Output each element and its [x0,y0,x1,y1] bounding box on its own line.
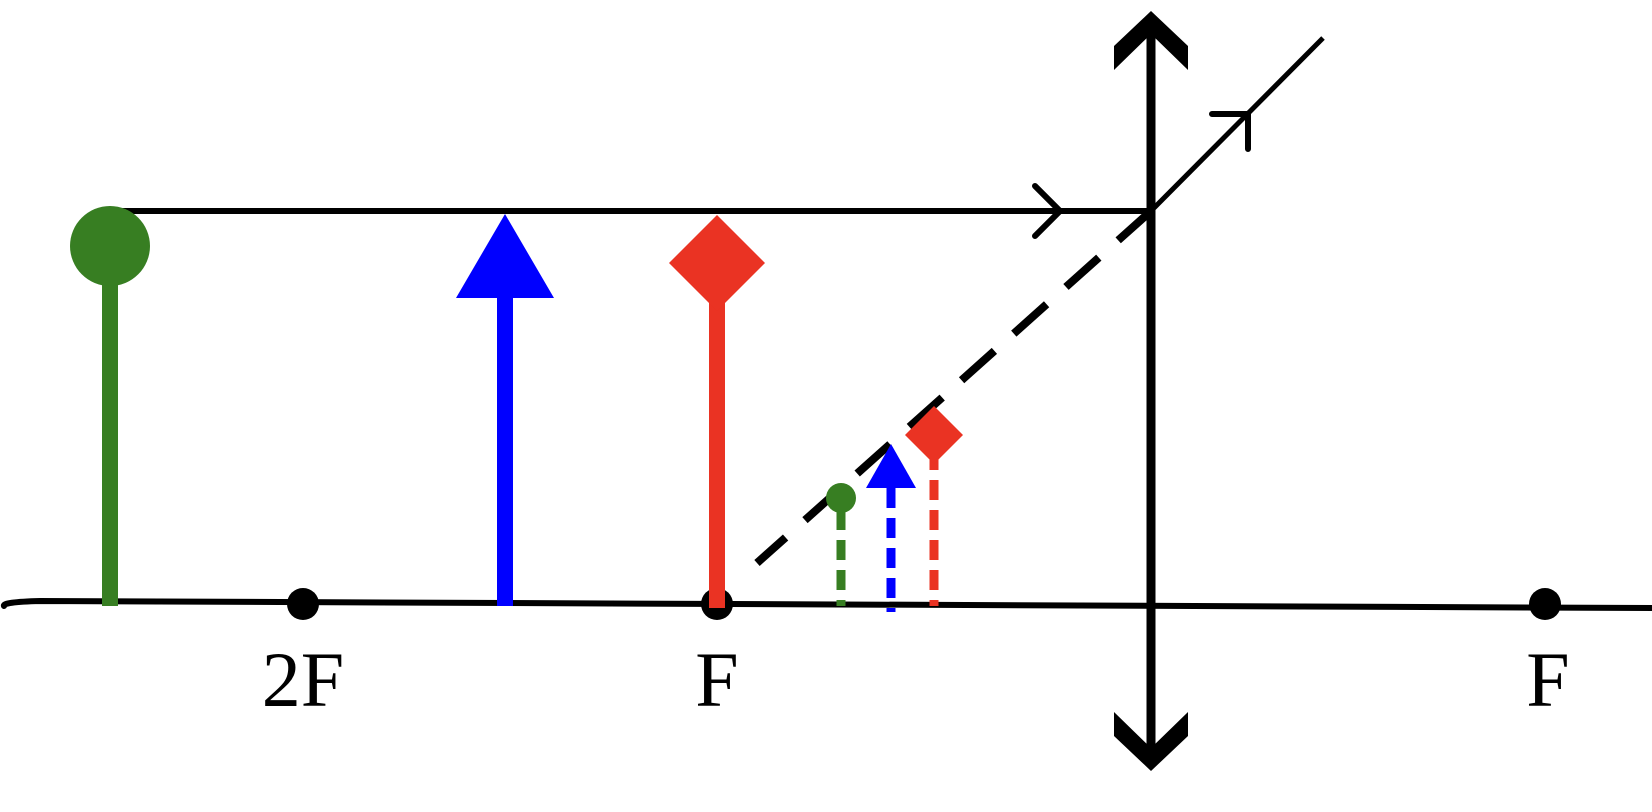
image-triangle [866,444,916,612]
triangle-arrow-icon [456,214,554,298]
label-2f-left: 2F [262,636,344,723]
object-circle [70,206,150,606]
image-circle [826,483,856,606]
parallel-ray [110,183,1151,239]
principal-axis [1,597,1652,611]
focal-point-f-right [1529,588,1561,620]
label-f-left: F [695,636,738,723]
image-diamond [905,406,963,606]
virtual-ray-extension [754,208,1154,566]
label-f-right: F [1526,636,1569,723]
refracted-ray [1149,36,1325,213]
object-diamond [669,215,765,608]
diamond-arrow-icon [669,215,765,311]
circle-arrow-icon [70,206,150,286]
focal-point-2f-left [287,588,319,620]
object-triangle [456,214,554,606]
converging-lens-icon [1114,11,1188,771]
